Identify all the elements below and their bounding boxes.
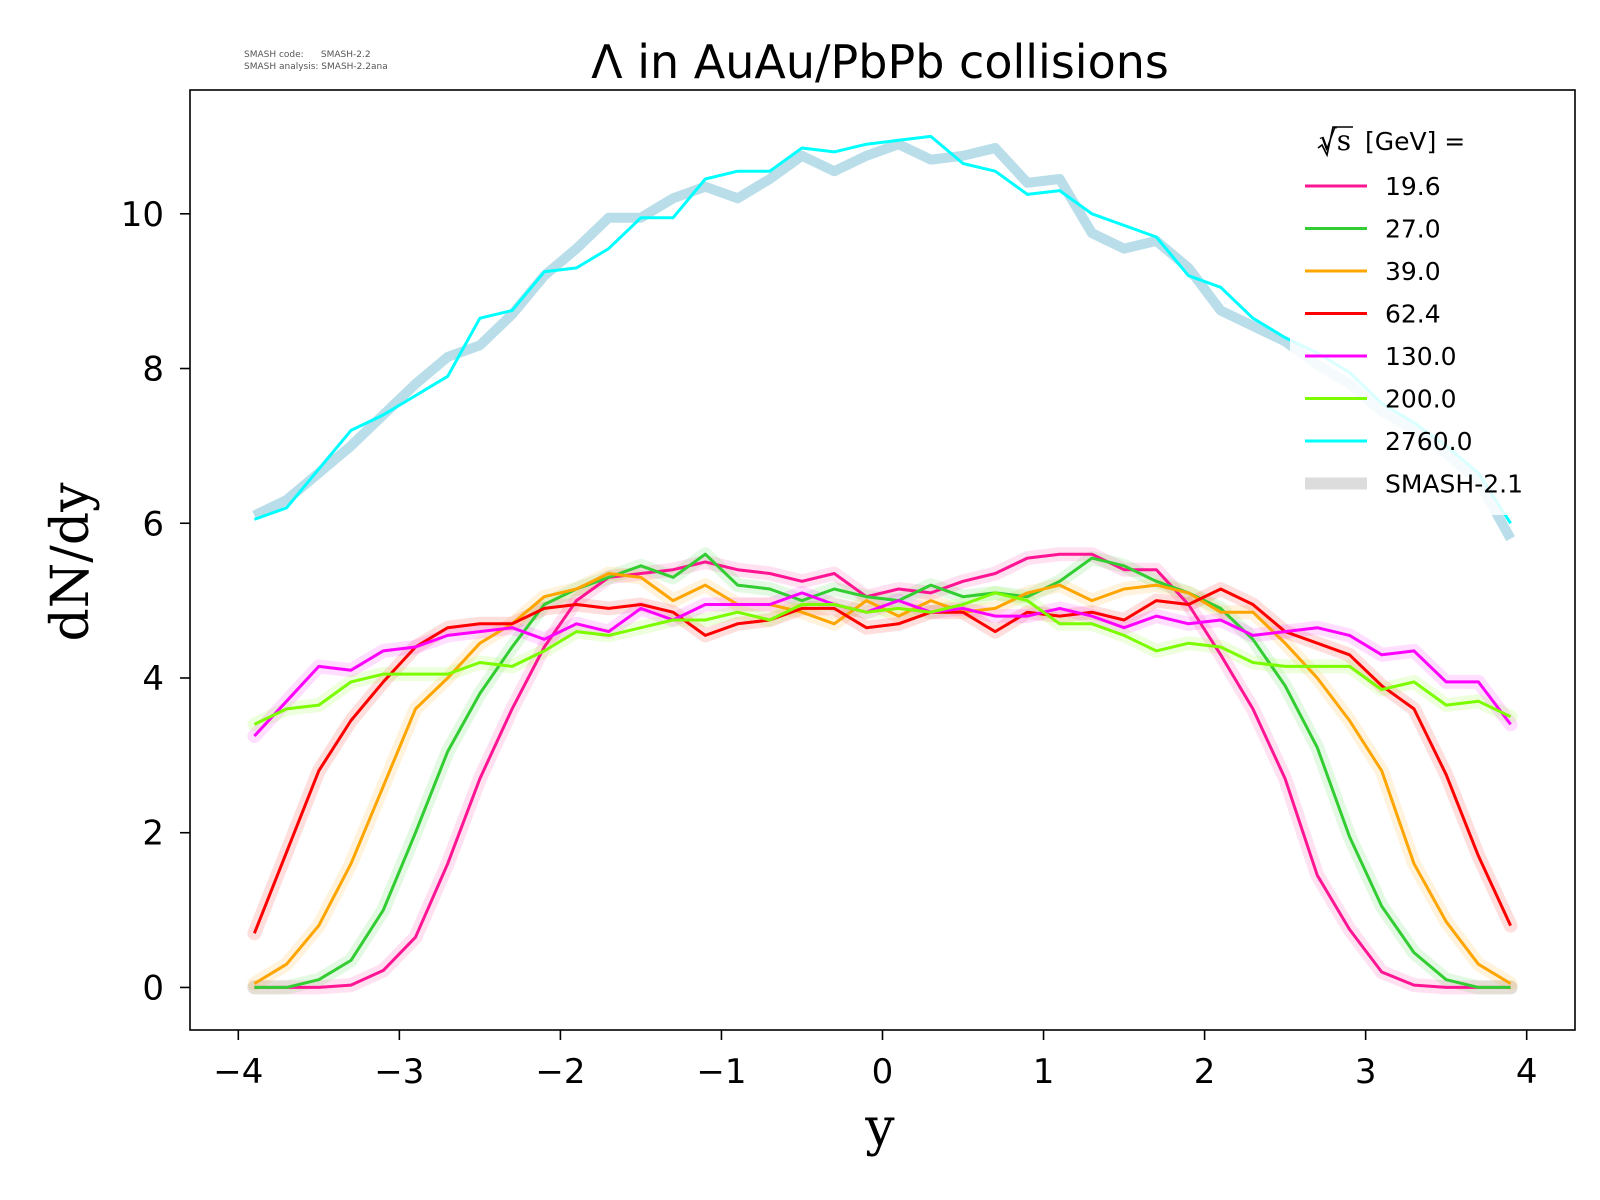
x-axis-label: y xyxy=(864,1098,895,1158)
y-tick-label: 2 xyxy=(142,814,164,854)
series-line-39.0 xyxy=(253,572,1512,985)
sqrt-symbol-icon xyxy=(1317,126,1353,158)
legend-label-130.0: 130.0 xyxy=(1385,342,1457,371)
legend-label-27.0: 27.0 xyxy=(1385,215,1441,244)
y-tick-label: 8 xyxy=(142,350,164,390)
y-axis: 0 2 4 6 8 10 xyxy=(121,195,190,1008)
legend-label-200.0: 200.0 xyxy=(1385,385,1457,414)
x-tick-label: −4 xyxy=(213,1052,263,1092)
series-line-200.0 xyxy=(253,591,1512,726)
legend-items: 19.6 27.0 39.0 62.4 130.0 200.0 2760.0 SMASH-2.… xyxy=(1305,172,1523,499)
x-tick-label: 4 xyxy=(1516,1052,1538,1092)
legend-label-19.6: 19.6 xyxy=(1385,172,1441,201)
x-tick-label: 2 xyxy=(1194,1052,1216,1092)
x-axis: −4 −3 −2 −1 0 1 2 3 4 xyxy=(213,1030,1538,1092)
legend-label-SMASH-2.1: SMASH-2.1 xyxy=(1385,470,1523,499)
y-axis-label: dN/dy xyxy=(41,482,101,642)
reference-band-200.0 xyxy=(247,585,1518,732)
legend-title-unit: [GeV] = xyxy=(1365,127,1465,156)
x-tick-label: 3 xyxy=(1355,1052,1377,1092)
meta-code-line: SMASH code: SMASH-2.2 xyxy=(244,50,371,60)
y-tick-label: 4 xyxy=(142,659,164,699)
legend-title-sqrt: √s xyxy=(1319,124,1351,157)
x-tick-label: 1 xyxy=(1033,1052,1055,1092)
x-tick-label: −2 xyxy=(535,1052,585,1092)
x-tick-label: −3 xyxy=(374,1052,424,1092)
meta-analysis-line: SMASH analysis: SMASH-2.2ana xyxy=(244,62,388,72)
legend-label-39.0: 39.0 xyxy=(1385,257,1441,286)
y-tick-label: 10 xyxy=(121,195,164,235)
legend-label-2760.0: 2760.0 xyxy=(1385,427,1472,456)
y-tick-label: 6 xyxy=(142,504,164,544)
series-line-27.0 xyxy=(254,552,1511,989)
x-tick-label: 0 xyxy=(872,1052,894,1092)
series-line-62.4 xyxy=(253,587,1512,934)
series-line-130.0 xyxy=(253,591,1512,738)
series-line-19.6 xyxy=(254,552,1511,989)
legend: √s [GeV] = 19.6 27.0 39.0 62.4 130.0 200.0 276… xyxy=(1290,115,1565,515)
x-tick-label: −1 xyxy=(696,1052,746,1092)
legend-label-62.4: 62.4 xyxy=(1385,300,1441,329)
chart-title: Λ in AuAu/PbPb collisions xyxy=(591,35,1169,89)
y-tick-label: 0 xyxy=(142,968,164,1008)
